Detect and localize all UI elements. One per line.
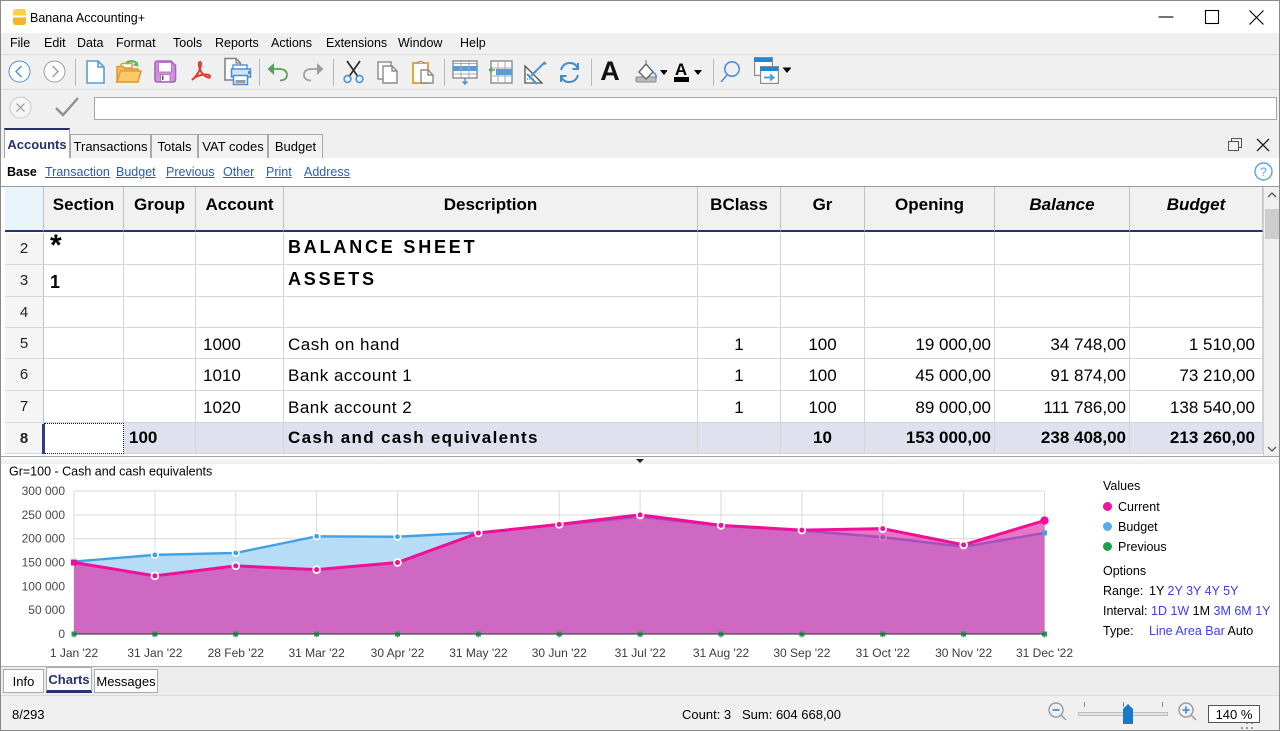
svg-text:150 000: 150 000 [22,556,66,570]
svg-text:31 Jul '22: 31 Jul '22 [615,646,666,660]
svg-text:30 Nov '22: 30 Nov '22 [935,646,992,660]
svg-text:30 Sep '22: 30 Sep '22 [773,646,830,660]
svg-text:31 Aug '22: 31 Aug '22 [693,646,750,660]
svg-text:31 Jan '22: 31 Jan '22 [127,646,182,660]
svg-text:Gr=100 - Cash and cash equival: Gr=100 - Cash and cash equivalents [9,465,212,479]
svg-text:0: 0 [58,627,65,641]
svg-text:30 Apr '22: 30 Apr '22 [371,646,425,660]
svg-text:31 Dec '22: 31 Dec '22 [1016,646,1073,660]
svg-text:30 Jun '22: 30 Jun '22 [532,646,587,660]
svg-text:31 Mar '22: 31 Mar '22 [288,646,345,660]
svg-text:1 Jan '22: 1 Jan '22 [50,646,99,660]
svg-text:31 Oct '22: 31 Oct '22 [856,646,911,660]
svg-text:?: ? [1260,165,1267,179]
svg-text:31 May '22: 31 May '22 [449,646,508,660]
svg-text:28 Feb '22: 28 Feb '22 [208,646,265,660]
svg-text:300 000: 300 000 [22,484,66,498]
svg-text:A: A [675,60,687,79]
svg-text:250 000: 250 000 [22,508,66,522]
svg-text:100 000: 100 000 [22,579,66,593]
svg-text:200 000: 200 000 [22,532,66,546]
svg-text:50 000: 50 000 [28,603,65,617]
